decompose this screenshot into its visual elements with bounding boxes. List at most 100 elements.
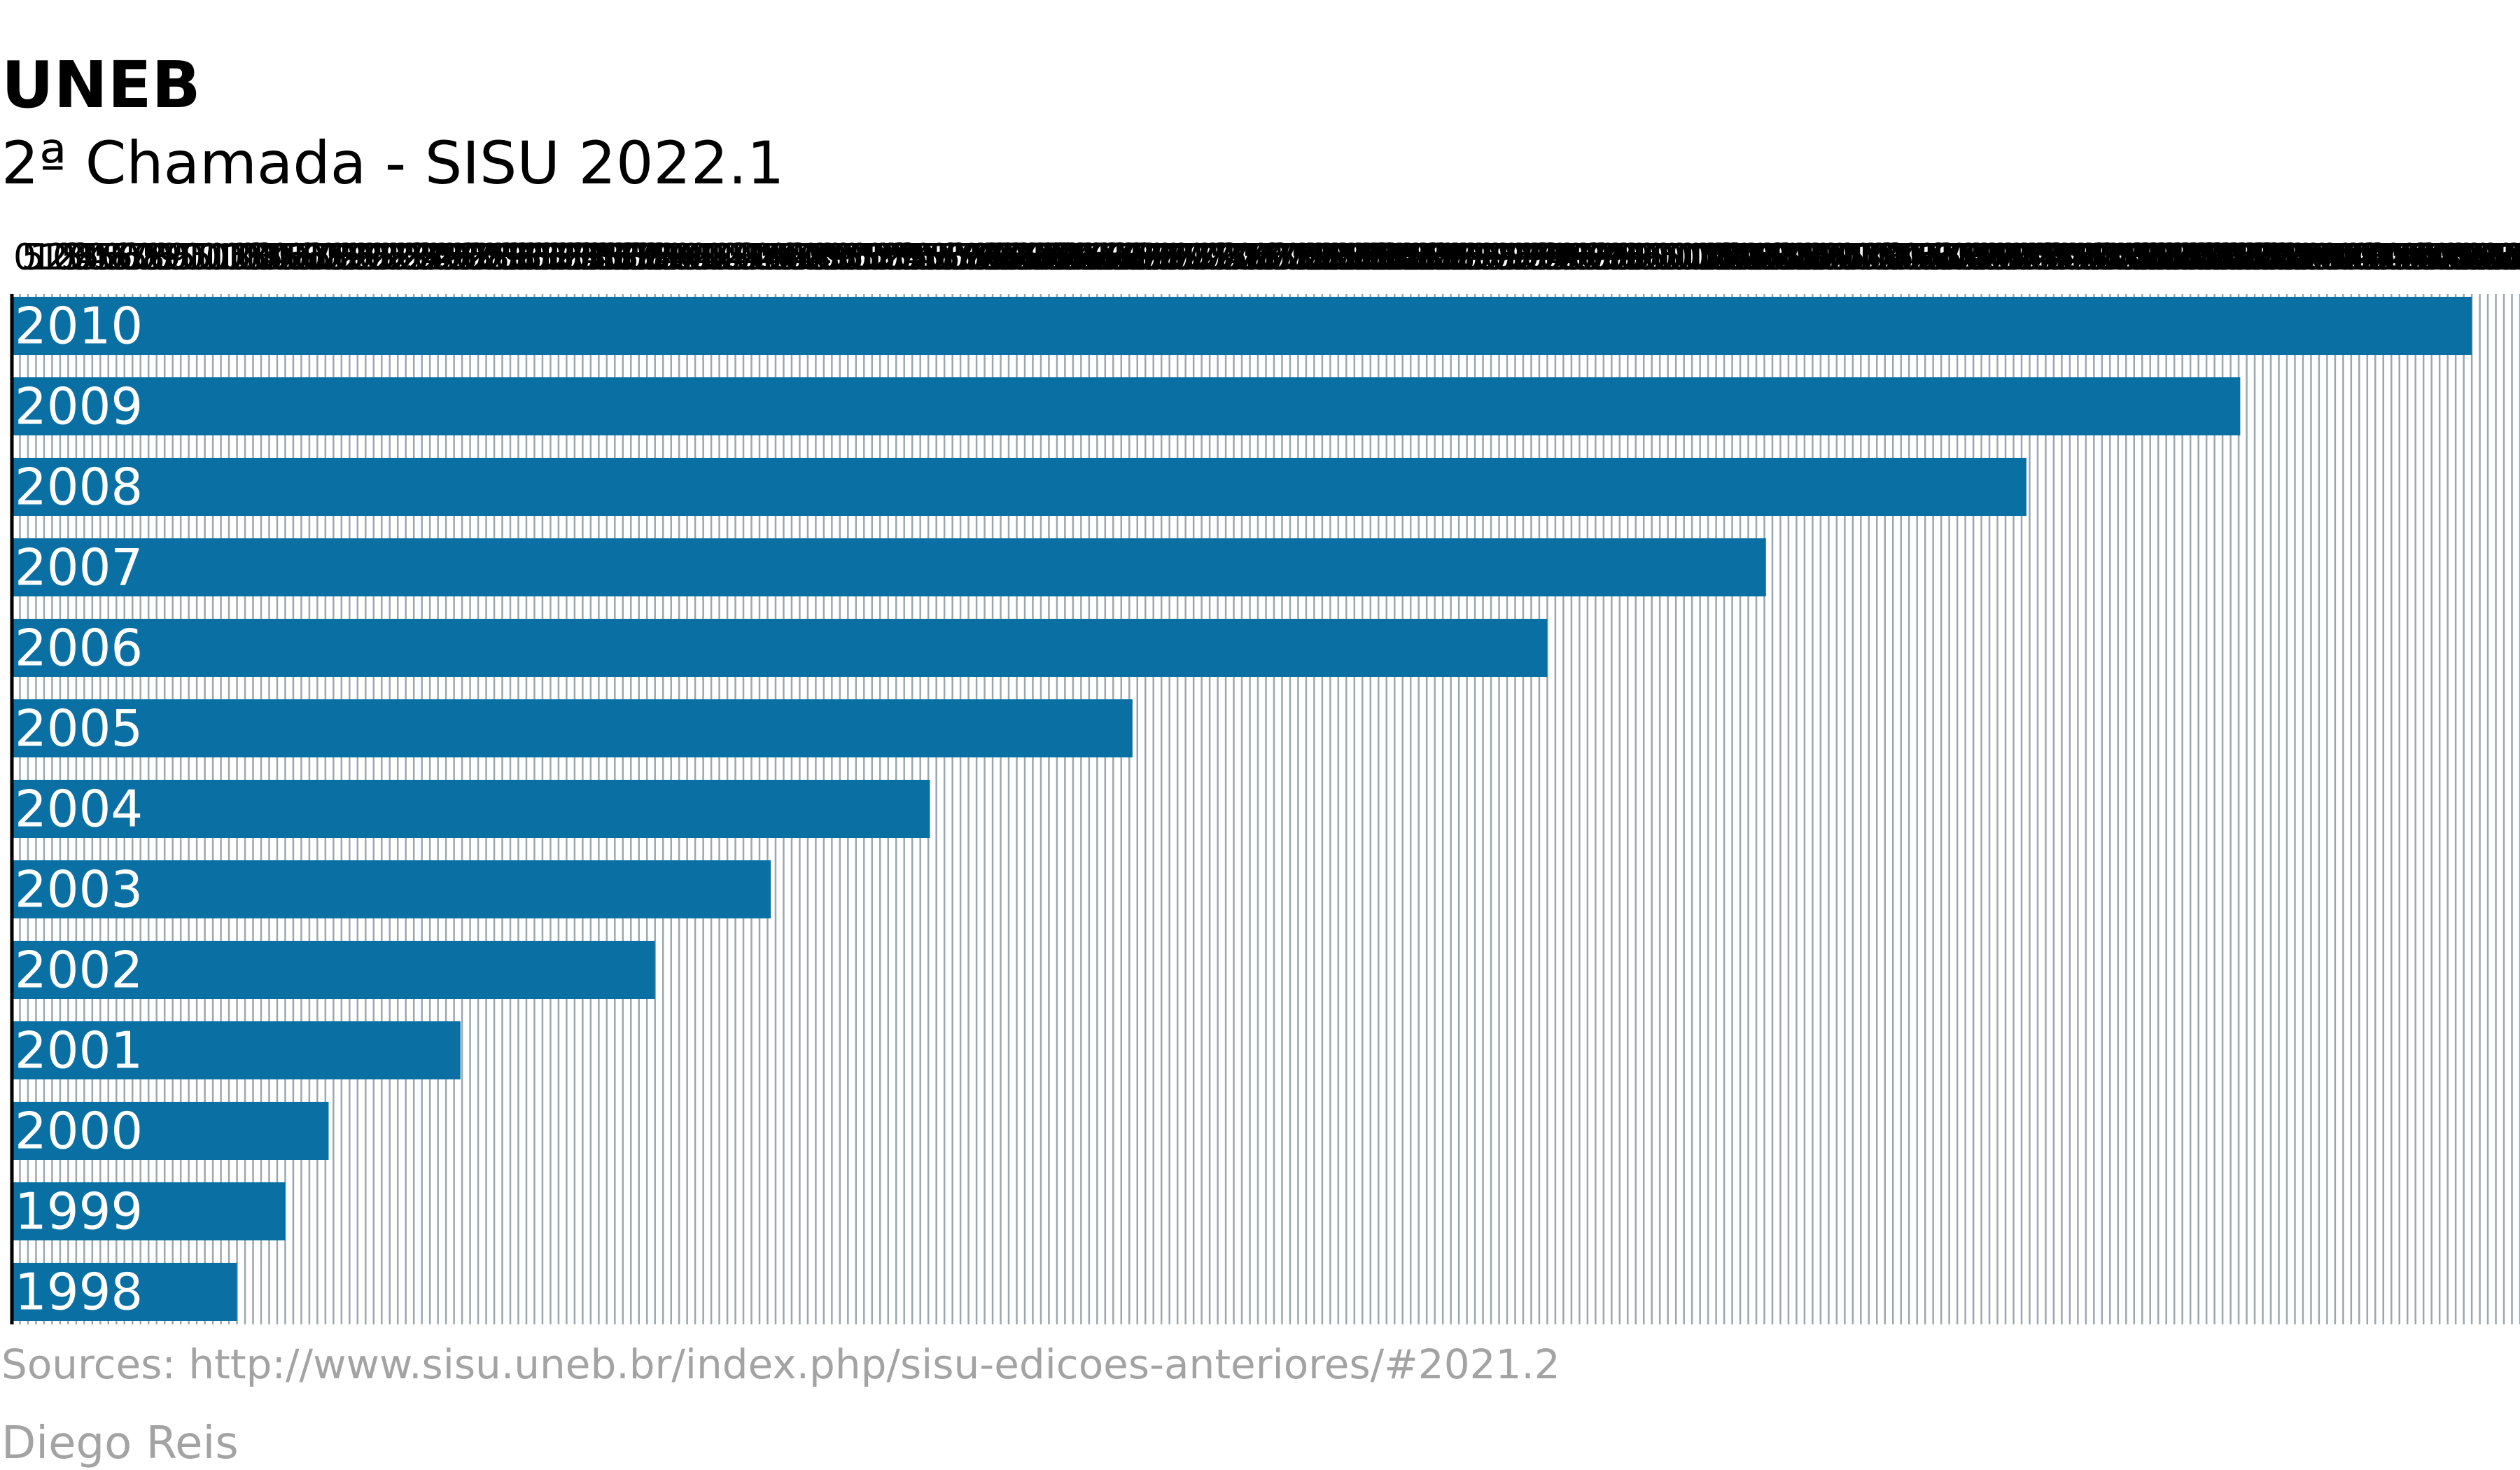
x-tick-label: 845 [1372,237,1441,279]
x-tick-label: 1550 [2505,237,2520,279]
x-tick-label: 580 [946,237,1015,279]
x-tick-label: 405 [664,237,734,279]
x-tick-label: 5 [21,237,44,279]
x-tick-label: 1320 [2136,237,2228,279]
x-tick-label: 1305 [2111,237,2204,279]
x-tick-label: 780 [1268,237,1337,279]
x-tick-label: 1285 [2079,237,2171,279]
x-tick-label: 980 [1589,237,1658,279]
x-tick-label: 1365 [2208,237,2300,279]
x-tick-label: 840 [1364,237,1433,279]
x-tick-label: 265 [440,237,509,279]
x-tick-label: 285 [472,237,541,279]
x-tick-label: 240 [399,237,468,279]
x-tick-label: 750 [1219,237,1289,279]
x-tick-label: 1180 [1910,237,2003,279]
x-tick-label: 1230 [1991,237,2083,279]
x-tick-label: 865 [1404,237,1474,279]
x-tick-label: 1190 [1926,237,2019,279]
x-tick-label: 495 [809,237,878,279]
bar-2001 [12,1021,461,1079]
x-tick-label: 1220 [1975,237,2067,279]
x-tick-label: 1090 [1766,237,1858,279]
bar-label-1998: 1998 [15,1263,143,1322]
x-tick-label: 1120 [1814,237,1906,279]
x-tick-label: 555 [906,237,975,279]
x-tick-label: 1155 [1870,237,1963,279]
x-tick-label: 1270 [2055,237,2148,279]
x-tick-label: 855 [1388,237,1457,279]
x-tick-label: 1000 [1621,237,1714,279]
x-tick-label: 1495 [2417,237,2510,279]
x-tick-label: 470 [769,237,838,279]
x-tick-label: 185 [311,237,380,279]
x-tick-label: 1275 [2063,237,2155,279]
x-tick-label: 350 [576,237,645,279]
x-tick-label: 1015 [1645,237,1737,279]
x-tick-label: 290 [479,237,549,279]
x-tick-label: 790 [1283,237,1352,279]
x-tick-label: 1085 [1758,237,1850,279]
x-tick-label: 105 [182,237,251,279]
x-tick-label: 160 [270,237,340,279]
x-tick-label: 1450 [2344,237,2437,279]
x-tick-label: 1375 [2224,237,2316,279]
x-tick-label: 335 [552,237,621,279]
x-tick-label: 435 [713,237,782,279]
x-tick-label: 850 [1380,237,1449,279]
x-tick-label: 585 [954,237,1023,279]
x-tick-label: 1210 [1959,237,2051,279]
bar-label-2008: 2008 [15,458,143,517]
x-tick-label: 1500 [2425,237,2517,279]
x-tick-label: 1130 [1830,237,1922,279]
bar-2008 [12,458,2026,516]
x-tick-label: 795 [1292,237,1361,279]
bar-label-2000: 2000 [15,1102,143,1161]
x-tick-label: 1100 [1782,237,1874,279]
x-tick-label: 215 [359,237,428,279]
x-tick-label: 465 [761,237,830,279]
x-tick-label: 0 [13,237,36,279]
x-tick-label: 650 [1058,237,1128,279]
x-tick-label: 1540 [2489,237,2520,279]
x-tick-label: 1025 [1661,237,1754,279]
x-tick-label: 1350 [2184,237,2276,279]
x-tick-label: 80 [142,237,188,279]
x-tick-label: 395 [648,237,718,279]
x-tick-label: 810 [1315,237,1385,279]
x-tick-label: 30 [62,237,108,279]
x-tick-label: 1010 [1637,237,1730,279]
x-tick-label: 455 [745,237,814,279]
x-tick-label: 345 [568,237,637,279]
x-tick-label: 90 [158,237,204,279]
x-tick-label: 885 [1436,237,1506,279]
x-tick-label: 200 [335,237,404,279]
x-tick-label: 1405 [2272,237,2365,279]
x-tick-label: 1455 [2353,237,2445,279]
x-tick-label: 1245 [2015,237,2108,279]
bar-label-2007: 2007 [15,538,143,597]
x-tick-label: 375 [616,237,685,279]
x-tick-label: 510 [833,237,902,279]
x-tick-label: 1280 [2071,237,2164,279]
x-tick-label: 1215 [1967,237,2059,279]
x-tick-label: 590 [962,237,1031,279]
x-tick-label: 690 [1123,237,1192,279]
x-tick-label: 1080 [1750,237,1842,279]
x-tick-label: 1175 [1903,237,1995,279]
x-tick-label: 175 [295,237,364,279]
x-tick-label: 685 [1114,237,1184,279]
x-tick-label: 1335 [2160,237,2252,279]
x-tick-label: 1265 [2047,237,2139,279]
x-tick-label: 85 [150,237,196,279]
x-tick-label: 1135 [1838,237,1931,279]
x-tick-label: 1315 [2127,237,2220,279]
bar-label-2010: 2010 [15,297,143,356]
x-tick-label: 1345 [2176,237,2268,279]
chart-subtitle: 2ª Chamada - SISU 2022.1 [1,129,785,197]
x-tick-label: 195 [327,237,396,279]
x-tick-label: 785 [1275,237,1345,279]
bar-label-1999: 1999 [15,1182,143,1241]
bar-label-2001: 2001 [15,1021,143,1080]
